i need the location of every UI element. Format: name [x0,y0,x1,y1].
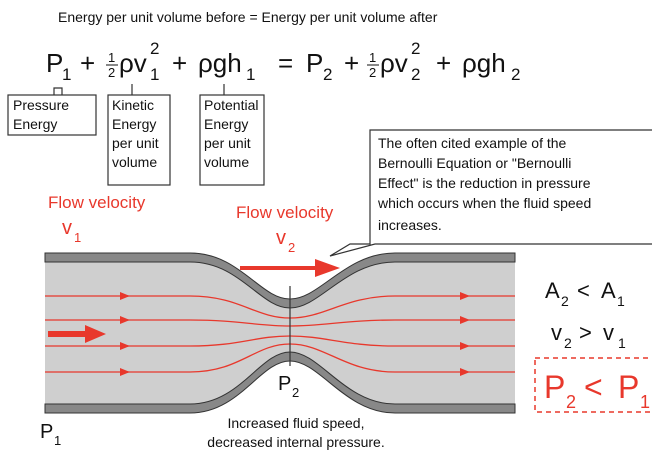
rel-sub: 2 [566,392,576,412]
callout-line: which occurs when the fluid speed [377,195,591,211]
eq-num: 1 [369,50,376,65]
label-line: volume [112,154,157,170]
p2-sub: 2 [292,385,299,400]
p1-sub: 1 [54,433,61,448]
label-line: volume [204,154,249,170]
label-line: per unit [112,135,159,151]
eq-sub: 1 [246,65,255,84]
p1-symbol: P [40,421,53,443]
label-box [199,94,265,186]
callout-line: The often cited example of the [378,135,567,151]
pipe-wall-top [44,252,516,309]
rel-left: A [545,278,560,303]
rel-right: v [603,320,614,345]
p2-symbol: P [278,373,291,395]
rel-right: A [601,278,616,303]
eq-den: 2 [108,65,115,80]
rel-sub: 1 [617,293,625,309]
eq-sub: 2 [323,65,332,84]
eq-num: 1 [108,50,115,65]
callout-box [329,129,652,257]
eq-op: + [172,48,187,78]
flow-sub: 2 [288,240,295,255]
rel-sub: 1 [640,392,650,412]
stream-arrowheads [120,292,470,376]
eq-op: + [436,48,451,78]
inflow-arrow [48,325,106,343]
label-line: Energy [112,116,156,132]
velocity-arrow [240,259,340,277]
callout-line: Effect" is the reduction in pressure [378,175,591,191]
eq-term: ρv [380,48,408,78]
label-line: per unit [204,135,251,151]
eq-term: ρgh [462,48,506,78]
flow-symbol: v [276,227,286,249]
flow-symbol: v [62,217,72,239]
callout-line: Bernoulli Equation or "Bernoulli [378,155,571,171]
equation: P 1 + 1 2 ρv 2 1 + ρgh 1 = P 2 + 1 2 ρv … [46,39,520,84]
flow-sub: 1 [74,230,81,245]
rel-right: P [618,369,639,405]
eq-op: + [344,48,359,78]
label-line: Energy [13,116,57,132]
rel-sub: 1 [618,335,626,351]
pipe-wall-bottom [44,351,516,414]
eq-term: ρgh [198,48,242,78]
caption-line: decreased internal pressure. [207,434,384,450]
label-line: Energy [204,116,248,132]
eq-sub: 2 [411,65,420,84]
rel-op: < [577,278,590,303]
eq-term: P [46,48,63,78]
label-line: Pressure [13,97,69,113]
label-box [7,94,97,136]
eq-term: ρv [119,48,147,78]
flow-label: Flow velocity [48,193,146,212]
callout-line: increases. [378,217,442,233]
fluid [45,262,515,404]
eq-sub: 1 [62,65,71,84]
connector [53,87,63,95]
caption-line: Increased fluid speed, [228,415,365,431]
label-boxes [7,84,265,186]
eq-term: P [306,48,323,78]
rel-op: > [579,320,592,345]
heading: Energy per unit volume before = Energy p… [58,9,438,25]
eq-den: 2 [369,65,376,80]
eq-op: = [278,48,293,78]
label-line: Potential [204,97,258,113]
rel-sub: 2 [564,335,572,351]
rel-left: v [551,320,562,345]
label-line: Kinetic [112,97,154,113]
eq-sub: 2 [511,65,520,84]
eq-sup: 2 [411,39,420,58]
eq-sub: 1 [150,65,159,84]
label-box [107,94,171,186]
eq-sup: 2 [150,39,159,58]
rel-left: P [544,369,565,405]
eq-op: + [80,48,95,78]
rel-sub: 2 [561,293,569,309]
flow-label: Flow velocity [236,203,334,222]
rel-op: < [584,369,603,405]
